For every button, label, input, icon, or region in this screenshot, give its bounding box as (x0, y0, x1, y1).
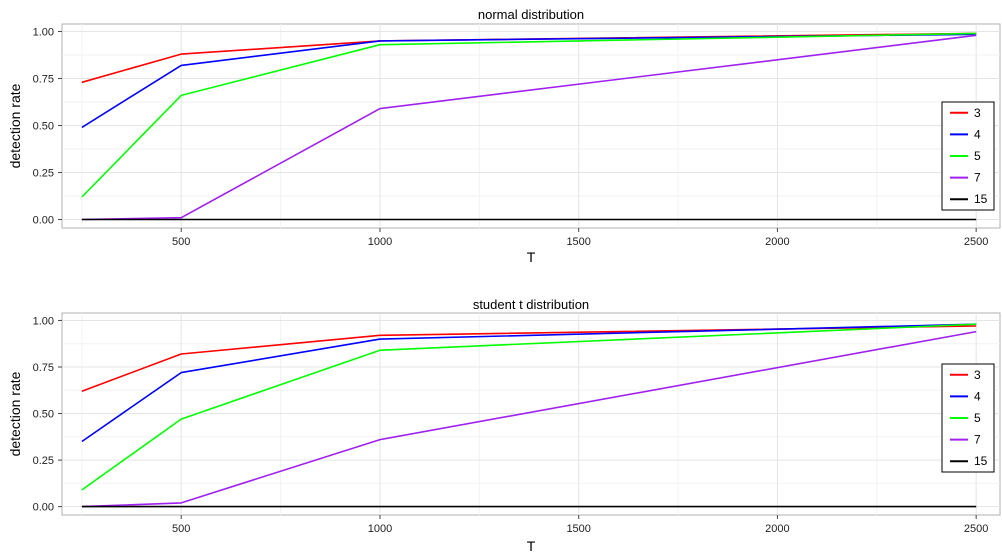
legend-label: 7 (974, 433, 981, 447)
legend-label: 4 (974, 127, 981, 141)
y-axis-label: detection rate (7, 371, 23, 456)
chart-title: normal distribution (478, 7, 584, 22)
y-tick-label: 0.25 (33, 455, 54, 467)
chart-panel-1: 500 1000 1500 2000 2500 0.00 0.25 0.50 0.75 1.00 s… (7, 297, 1001, 554)
x-axis-label: T (527, 249, 536, 265)
series-line-4 (81, 323, 977, 443)
x-tick-label: 2500 (964, 523, 988, 535)
series-line-3 (81, 325, 977, 392)
y-tick-label: 0.50 (33, 409, 54, 421)
x-tick-label: 500 (172, 523, 190, 535)
series-line-7 (81, 34, 977, 221)
x-tick-label: 2000 (765, 236, 789, 248)
y-tick-label: 0.75 (33, 74, 54, 86)
y-tick-label: 0.25 (33, 168, 54, 180)
y-axis-label: detection rate (7, 83, 23, 168)
series-line-7 (81, 330, 977, 508)
legend-label: 15 (974, 454, 988, 468)
series-line-5 (81, 32, 977, 198)
legend-label: 3 (974, 106, 981, 120)
legend-label: 4 (974, 389, 981, 403)
y-tick-label: 0.00 (33, 215, 54, 227)
y-tick-label: 1.00 (33, 315, 54, 327)
x-tick-label: 1000 (368, 236, 392, 248)
legend-label: 5 (974, 411, 981, 425)
legend-label: 15 (974, 192, 988, 206)
x-axis-label: T (527, 538, 536, 554)
legend-label: 5 (974, 149, 981, 163)
chart-panel-0: 500 1000 1500 2000 2500 0.00 0.25 0.50 0.75 1.00 n… (7, 7, 1001, 265)
legend-label: 7 (974, 171, 981, 185)
x-tick-label: 1000 (368, 523, 392, 535)
chart-title: student t distribution (473, 297, 589, 312)
x-tick-label: 2500 (964, 236, 988, 248)
x-tick-label: 1500 (566, 236, 590, 248)
y-tick-label: 1.00 (33, 27, 54, 39)
y-tick-label: 0.75 (33, 362, 54, 374)
x-tick-label: 500 (172, 236, 190, 248)
series-line-5 (81, 323, 977, 491)
legend: 3 4 5 7 15 (941, 101, 995, 211)
x-tick-label: 1500 (566, 523, 590, 535)
y-tick-label: 0.50 (33, 121, 54, 133)
x-tick-label: 2000 (765, 523, 789, 535)
legend-label: 3 (974, 368, 981, 382)
legend: 3 4 5 7 15 (941, 363, 995, 473)
series-line-4 (81, 33, 977, 129)
y-tick-label: 0.00 (33, 502, 54, 514)
